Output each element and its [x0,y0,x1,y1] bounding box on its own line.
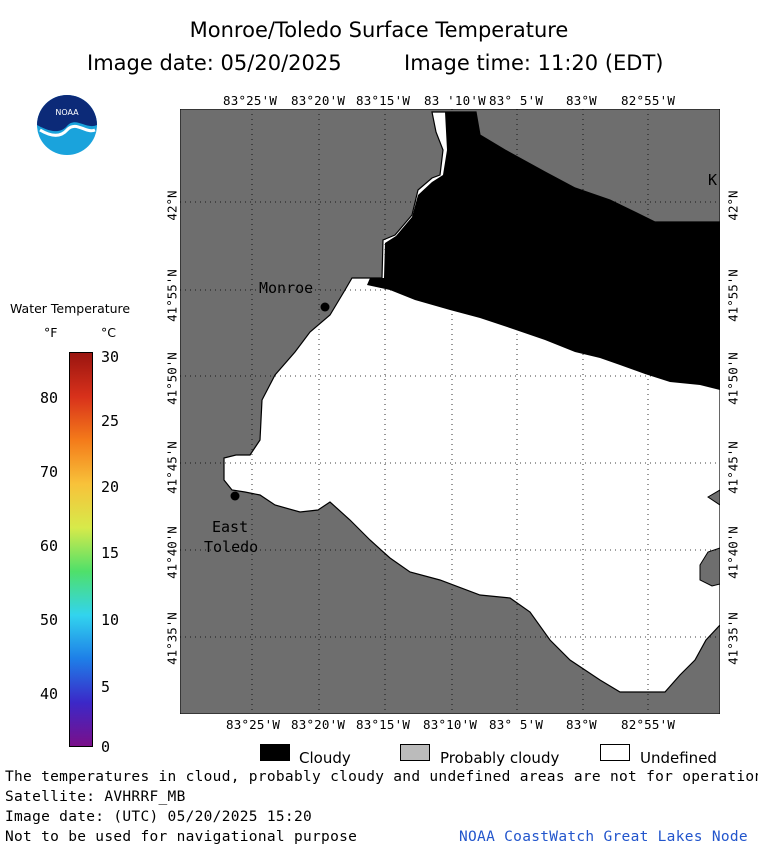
tick-c: 20 [101,478,120,496]
map-title: Monroe/Toledo Surface Temperature [189,18,569,42]
graticule [180,109,720,714]
colorbar-title: Water Temperature [10,301,131,316]
legend-swatch-probably-cloudy [400,744,430,761]
noaa-logo-text: NOAA [55,108,79,117]
tick-f: 70 [40,463,59,481]
lon-label: 83°10'W [423,717,478,732]
tick-f: 50 [40,611,59,629]
lon-label: 83°25'W [223,93,278,108]
east-toledo-marker [230,491,240,501]
lon-label: 83 '10'W [424,93,486,108]
legend-label-undefined: Undefined [640,749,717,767]
lat-label: 41°50'N [164,352,180,405]
lat-label: 41°35'N [725,612,741,665]
legend-swatch-undefined [600,744,630,761]
utc-date-text: Image date: (UTC) 05/20/2025 15:20 [5,809,313,825]
lon-label: 82°55'W [621,717,676,732]
lon-label: 83° 5'W [489,717,544,732]
tick-c: 25 [101,412,120,430]
tick-f: 40 [40,685,59,703]
lon-label: 83°W [566,717,597,732]
lat-label: 42°N [725,190,741,221]
colorbar [69,352,93,747]
east-toledo-label-line1: East [212,518,249,536]
east-toledo-label-line2: Toledo [204,538,259,556]
disclaimer-text: The temperatures in cloud, probably clou… [5,769,758,785]
credit-text: NOAA CoastWatch Great Lakes Node [459,829,748,845]
lat-label: 41°45'N [725,441,741,494]
monroe-label: Monroe [259,279,314,297]
land-patch [699,547,720,587]
colorbar-unit-c: °C [101,325,116,340]
colorbar-unit-f: °F [44,325,58,340]
monroe-marker [320,302,330,312]
lon-label: 83°W [566,93,597,108]
lat-label: 41°55'N [725,269,741,322]
lat-label: 41°55'N [164,269,180,322]
lon-label: 83°15'W [356,93,411,108]
lat-label: 42°N [164,190,180,221]
tick-c: 10 [101,611,120,629]
lon-label: 83°25'W [226,717,281,732]
image-time-subtitle: Image time: 11:20 (EDT) [404,51,664,75]
cloud-area [367,112,720,390]
legend-label-cloudy: Cloudy [299,749,351,767]
legend-swatch-cloudy [260,744,290,761]
tick-f: 60 [40,537,59,555]
land-patch [707,489,720,506]
tick-c: 15 [101,544,120,562]
navigation-warning-text: Not to be used for navigational purpose [5,829,358,845]
tick-c: 5 [101,678,111,696]
noaa-logo: NOAA [36,94,98,156]
lat-label: 41°35'N [164,612,180,665]
lon-label: 83° 5'W [489,93,544,108]
edge-place-label: K [708,171,718,189]
lat-label: 41°50'N [725,352,741,405]
lon-label: 83°15'W [356,717,411,732]
lon-label: 82°55'W [621,93,676,108]
lat-label: 41°40'N [725,526,741,579]
lon-label: 83°20'W [291,93,346,108]
map-panel[interactable] [180,109,720,714]
image-date-subtitle: Image date: 05/20/2025 [87,51,342,75]
lat-label: 41°45'N [164,441,180,494]
satellite-text: Satellite: AVHRRF_MB [5,789,186,805]
tick-c: 0 [101,738,111,756]
lon-label: 83°20'W [291,717,346,732]
lat-label: 41°40'N [164,526,180,579]
tick-c: 30 [101,348,120,366]
legend-label-probably-cloudy: Probably cloudy [440,749,560,767]
tick-f: 80 [40,389,59,407]
